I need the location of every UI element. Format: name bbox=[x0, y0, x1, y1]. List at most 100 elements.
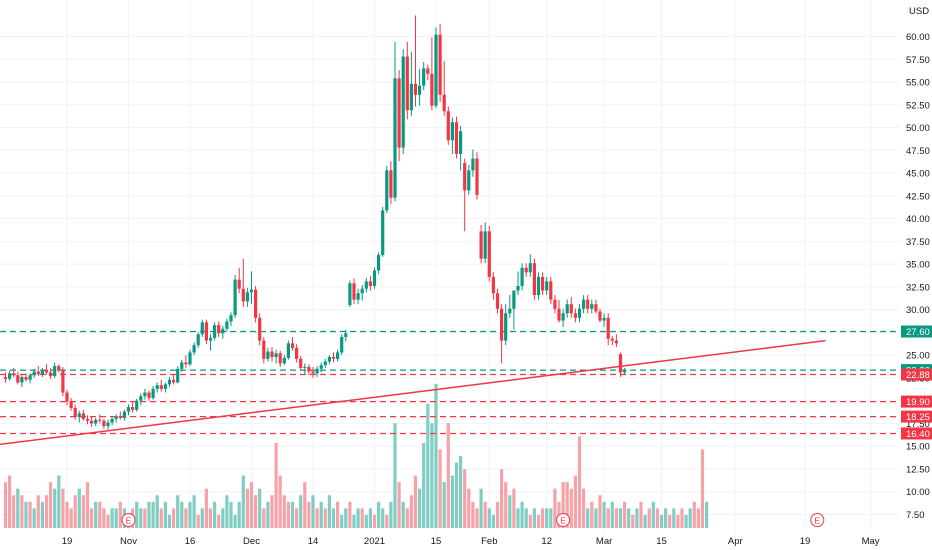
volume-bar bbox=[577, 436, 582, 528]
candle bbox=[192, 342, 196, 356]
volume-bar bbox=[631, 514, 635, 528]
price-tick-label: 30.00 bbox=[906, 305, 930, 316]
time-tick-label: 14 bbox=[308, 536, 319, 547]
candle-body bbox=[36, 371, 40, 375]
candle bbox=[204, 319, 208, 345]
candle bbox=[295, 344, 299, 363]
volume-bar bbox=[434, 383, 438, 528]
earnings-marker-circle bbox=[556, 513, 571, 527]
time-tick-label: 19 bbox=[800, 536, 811, 547]
volume-bar bbox=[167, 514, 172, 528]
volume-bar bbox=[397, 482, 401, 528]
time-axis[interactable]: 19 Nov 16 Dec 14 2021 15 Feb 12 Mar 15 Apr 19 May bbox=[62, 536, 880, 547]
candle bbox=[491, 272, 495, 300]
earnings-marker[interactable]: E bbox=[556, 513, 571, 527]
candle bbox=[307, 364, 311, 376]
candle bbox=[475, 152, 479, 200]
candle-body bbox=[28, 375, 32, 380]
candle-body bbox=[94, 419, 98, 424]
price-tick-label: 10.00 bbox=[906, 487, 930, 498]
candle-body bbox=[53, 366, 57, 377]
candle bbox=[438, 23, 442, 103]
price-tick-label: 47.50 bbox=[906, 146, 930, 157]
candle-body bbox=[286, 343, 290, 358]
candle bbox=[582, 295, 586, 314]
volume-bar bbox=[573, 475, 577, 528]
volume-bar bbox=[618, 508, 623, 528]
candle-body bbox=[602, 317, 606, 321]
earnings-marker[interactable]: E bbox=[121, 513, 136, 527]
candle bbox=[139, 393, 143, 406]
volume-bar bbox=[672, 508, 676, 528]
earnings-marker-label: E bbox=[560, 515, 566, 525]
volume-bar bbox=[700, 449, 705, 528]
volume-bar bbox=[590, 501, 594, 528]
volume-bar bbox=[676, 514, 680, 528]
candle-body bbox=[582, 299, 586, 309]
price-level-tag: 18.25 bbox=[901, 410, 932, 423]
candle bbox=[102, 418, 106, 429]
candle-body bbox=[438, 34, 442, 95]
volume-bar bbox=[159, 508, 163, 528]
candle bbox=[405, 41, 409, 120]
candle bbox=[61, 367, 65, 397]
earnings-marker[interactable]: E bbox=[810, 513, 825, 527]
volume-bar bbox=[147, 501, 151, 528]
volume-bar bbox=[155, 495, 159, 528]
price-axis[interactable]: USD 60.00 57.50 55.00 52.50 50.00 47.50 45.00 4… bbox=[901, 6, 932, 521]
candle bbox=[422, 61, 426, 91]
trendline-layer[interactable] bbox=[0, 339, 826, 446]
volume-bar bbox=[352, 514, 356, 528]
candle bbox=[377, 252, 381, 275]
volume-bar bbox=[32, 508, 36, 528]
volume-bar bbox=[659, 514, 664, 528]
time-tick-label: Feb bbox=[481, 536, 497, 547]
volume-bar bbox=[541, 508, 545, 528]
candle bbox=[249, 271, 254, 305]
candle bbox=[180, 359, 184, 372]
candle bbox=[397, 70, 401, 162]
volume-bar bbox=[77, 488, 81, 528]
candle bbox=[450, 117, 454, 154]
candle bbox=[319, 362, 323, 373]
volume-bar bbox=[225, 495, 229, 528]
candle bbox=[389, 161, 393, 205]
candle-body bbox=[446, 111, 450, 141]
volume-bar bbox=[389, 501, 393, 528]
candle-body bbox=[565, 304, 569, 314]
volume-bar bbox=[237, 501, 241, 528]
volume-bar bbox=[151, 501, 155, 528]
price-tick-label: 45.00 bbox=[906, 169, 930, 180]
candle-body bbox=[594, 304, 598, 312]
candle-body bbox=[295, 347, 299, 359]
candle bbox=[327, 355, 331, 365]
candle-body bbox=[348, 283, 352, 306]
candle-body bbox=[102, 420, 106, 427]
candle bbox=[147, 390, 151, 401]
volume-bar bbox=[286, 501, 290, 528]
volume-bar bbox=[106, 514, 110, 528]
candle-body bbox=[278, 353, 282, 364]
volume-bar bbox=[536, 514, 541, 528]
candle-body bbox=[118, 416, 122, 418]
volume-bar bbox=[692, 501, 696, 528]
candle bbox=[69, 397, 73, 411]
candle bbox=[16, 371, 20, 385]
candle bbox=[459, 125, 463, 171]
volume-bar bbox=[266, 501, 270, 528]
price-level-tag-bg bbox=[901, 395, 932, 408]
trendline[interactable] bbox=[0, 339, 826, 446]
candle bbox=[266, 347, 270, 362]
candle bbox=[122, 409, 126, 421]
volume-bar bbox=[364, 514, 368, 528]
candle-body bbox=[8, 373, 12, 379]
candle-body bbox=[188, 352, 192, 365]
candle-body bbox=[208, 337, 213, 341]
candle bbox=[233, 275, 237, 318]
grid bbox=[0, 0, 900, 532]
candle bbox=[418, 69, 422, 106]
volume-bar bbox=[213, 501, 217, 528]
candle-body bbox=[303, 367, 307, 369]
